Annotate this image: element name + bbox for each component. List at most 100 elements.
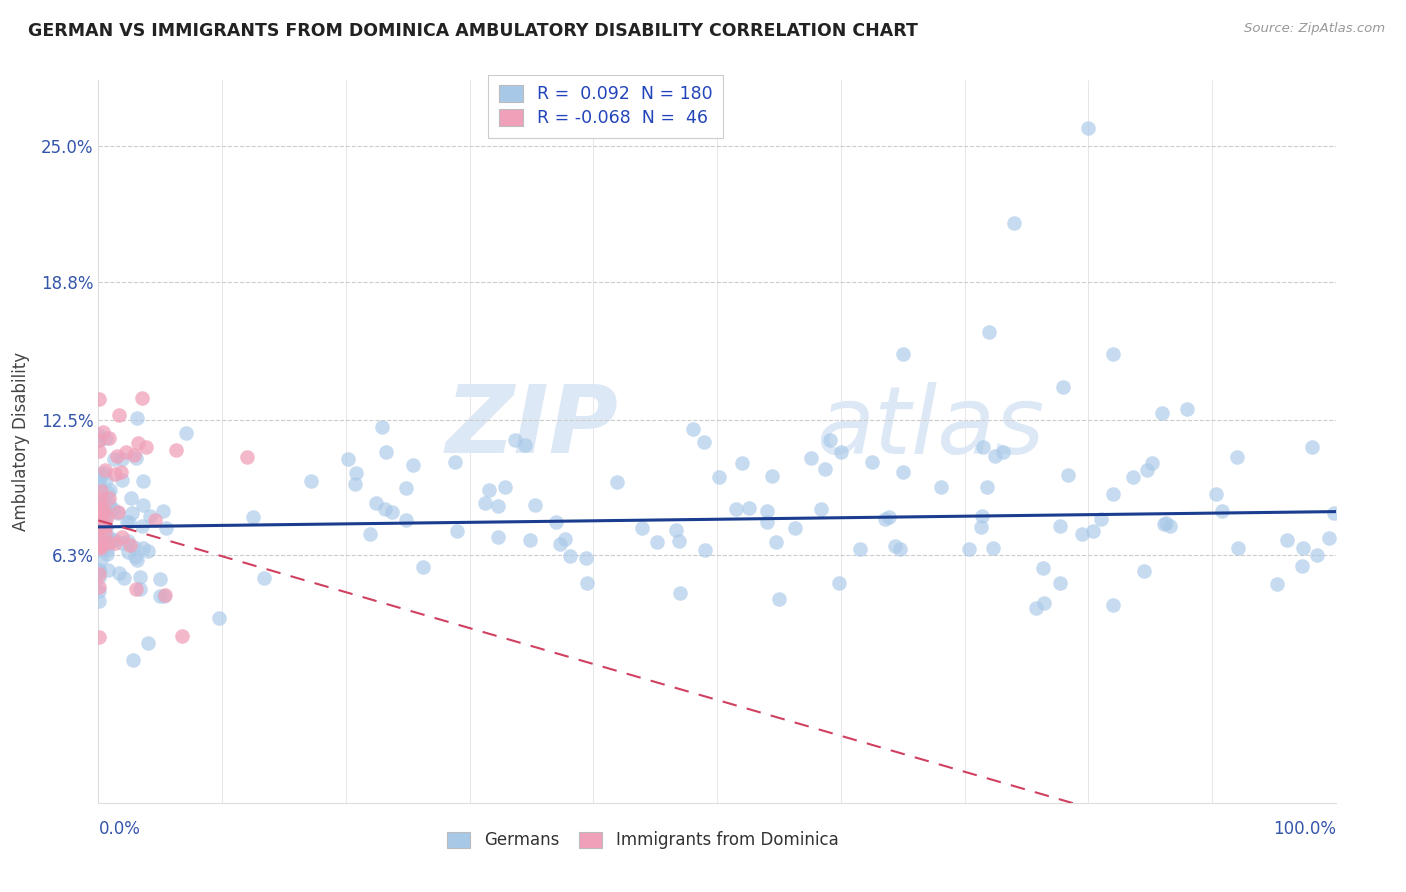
Point: [371, 419, 394, 434]
Point: [94, 473, 117, 487]
Point: [93, 501, 115, 516]
Point: [1056, 468, 1078, 483]
Point: [783, 521, 806, 535]
Point: [755, 515, 778, 529]
Point: [103, 533, 125, 547]
Text: Source: ZipAtlas.com: Source: ZipAtlas.com: [1244, 22, 1385, 36]
Point: [976, 480, 998, 494]
Point: [981, 541, 1004, 556]
Point: [761, 469, 783, 483]
Point: [848, 541, 870, 556]
Point: [131, 519, 153, 533]
Point: [117, 533, 139, 548]
Point: [89, 433, 111, 447]
Point: [94, 526, 117, 541]
Point: [575, 576, 598, 591]
Point: [756, 504, 779, 518]
Point: [693, 435, 716, 450]
Point: [1033, 596, 1056, 610]
Point: [91, 505, 114, 519]
Point: [1306, 548, 1329, 562]
Point: [1267, 577, 1289, 591]
Point: [129, 582, 152, 596]
Point: [668, 534, 690, 549]
Point: [860, 455, 883, 469]
Point: [1317, 531, 1340, 545]
Point: [104, 535, 127, 549]
Point: [560, 549, 582, 563]
Point: [1101, 487, 1123, 501]
Point: [87, 563, 110, 577]
Point: [893, 465, 915, 479]
Point: [94, 525, 117, 540]
Point: [87, 566, 110, 581]
Point: [208, 611, 231, 625]
Point: [93, 466, 115, 480]
Point: [443, 455, 465, 469]
Point: [93, 515, 115, 529]
Point: [1226, 450, 1249, 464]
Point: [124, 540, 146, 554]
Point: [107, 505, 129, 519]
Point: [891, 347, 914, 361]
Point: [87, 434, 110, 448]
Point: [125, 582, 148, 596]
Point: [87, 443, 110, 458]
Point: [148, 572, 170, 586]
Point: [91, 512, 114, 526]
Point: [575, 551, 598, 566]
Point: [89, 495, 111, 509]
Point: [91, 508, 114, 523]
Point: [1140, 457, 1163, 471]
Point: [879, 509, 901, 524]
Point: [98, 531, 121, 545]
Point: [90, 540, 112, 554]
Point: [381, 505, 404, 519]
Point: [1152, 406, 1174, 420]
Text: 100.0%: 100.0%: [1272, 821, 1336, 838]
Point: [299, 475, 322, 489]
Point: [89, 538, 111, 552]
Point: [395, 513, 418, 527]
Point: [889, 541, 911, 556]
Point: [412, 559, 434, 574]
Point: [1227, 541, 1250, 556]
Point: [91, 541, 114, 556]
Point: [89, 487, 111, 501]
Point: [103, 451, 125, 466]
Point: [979, 325, 1001, 339]
Point: [1154, 516, 1177, 531]
Point: [138, 543, 160, 558]
Point: [107, 566, 129, 581]
Point: [983, 449, 1005, 463]
Point: [89, 467, 111, 482]
Point: [96, 542, 118, 557]
Point: [548, 537, 571, 551]
Point: [991, 444, 1014, 458]
Point: [121, 506, 143, 520]
Point: [818, 433, 841, 447]
Point: [87, 564, 110, 578]
Point: [503, 433, 526, 447]
Point: [1292, 541, 1315, 555]
Point: [765, 535, 787, 549]
Point: [143, 514, 166, 528]
Point: [695, 543, 717, 558]
Point: [89, 479, 111, 493]
Point: [647, 535, 669, 549]
Point: [724, 501, 747, 516]
Point: [98, 483, 121, 497]
Point: [664, 523, 686, 537]
Point: [1136, 463, 1159, 477]
Point: [1032, 561, 1054, 575]
Point: [87, 536, 110, 550]
Point: [96, 547, 118, 561]
Point: [1049, 576, 1071, 591]
Point: [114, 445, 136, 459]
Point: [931, 480, 953, 494]
Point: [87, 521, 110, 535]
Point: [359, 526, 381, 541]
Point: [87, 392, 110, 406]
Point: [125, 411, 148, 425]
Point: [1052, 380, 1074, 394]
